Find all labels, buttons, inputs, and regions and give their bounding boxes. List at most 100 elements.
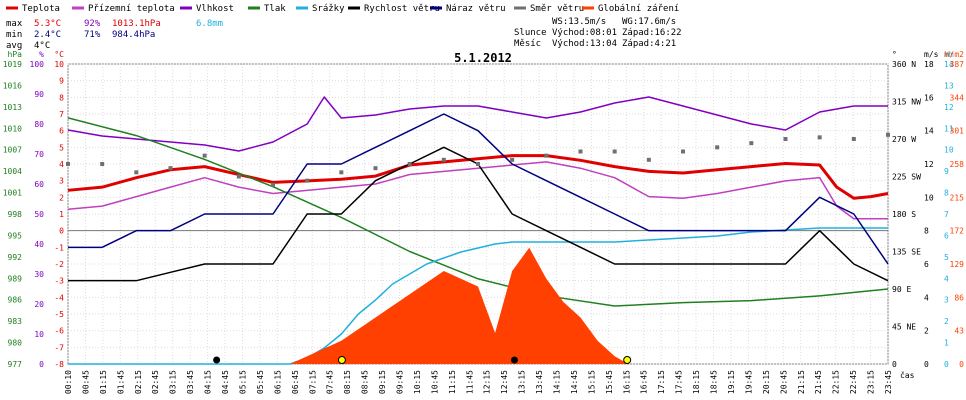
radiation-area bbox=[290, 247, 629, 364]
x-tick-label: 13:15 bbox=[518, 370, 527, 394]
x-tick-label: 20:15 bbox=[762, 370, 771, 394]
axis-hpa-tick: 1016 bbox=[3, 81, 22, 90]
axis-dir-tick: 270 W bbox=[892, 135, 916, 144]
axis-mm-tick: 0 bbox=[944, 360, 949, 369]
x-tick-label: 16:15 bbox=[622, 370, 631, 394]
axis-pct-tick: 100 bbox=[30, 60, 45, 69]
axis-hpa-tick: 989 bbox=[8, 274, 23, 283]
axis-wm2-tick: 215 bbox=[950, 193, 965, 202]
x-axis-ticks: 00:10 00:45 01:15 01:45 02:15 02:45 03:15 03:45… bbox=[64, 370, 915, 394]
axis-ms-tick: 0 bbox=[924, 360, 929, 369]
x-tick-label: 08:15 bbox=[343, 370, 352, 394]
axis-dir-tick: 135 SE bbox=[892, 248, 921, 257]
series-4 bbox=[68, 227, 888, 365]
axis-hpa-tick: 992 bbox=[8, 253, 23, 262]
axis-pct-tick: 70 bbox=[34, 150, 44, 159]
stats-max-press: 1013.1hPa bbox=[112, 19, 161, 29]
axis-mm-tick: 12 bbox=[944, 103, 954, 112]
axis-temp-tick: -4 bbox=[54, 293, 64, 302]
stats-max-rain: 6.8mm bbox=[196, 19, 223, 29]
legend-label: Přízemní teplota bbox=[88, 4, 175, 14]
axis-hpa-label: hPa bbox=[8, 50, 23, 59]
axis-wm2-tick: 301 bbox=[950, 127, 965, 136]
axis-hpa-tick: 1019 bbox=[3, 60, 22, 69]
axis-temp-tick: -8 bbox=[54, 360, 64, 369]
stats-max-temp: 5.3°C bbox=[34, 19, 61, 29]
legend-label: Rychlost větru bbox=[364, 4, 440, 14]
axis-pct-tick: 40 bbox=[34, 240, 44, 249]
axis-temp-tick: 10 bbox=[54, 60, 64, 69]
x-tick-label: 17:15 bbox=[657, 370, 666, 394]
x-tick-label: 13:45 bbox=[535, 370, 544, 394]
wind-dir-point bbox=[510, 157, 515, 162]
info-moon-label: Měsíc bbox=[514, 39, 541, 49]
series-8 bbox=[290, 247, 629, 364]
wind-dir-point bbox=[339, 170, 344, 175]
axis-temp-tick: 8 bbox=[59, 93, 64, 102]
axis-ms-tick: 8 bbox=[924, 227, 929, 236]
chart-title: 5.1.2012 bbox=[454, 51, 512, 65]
axis-temp-tick: 5 bbox=[59, 143, 64, 152]
chart-marks bbox=[66, 96, 890, 365]
axis-ms-tick: 12 bbox=[924, 160, 934, 169]
stats-avg-temp: 4°C bbox=[34, 41, 50, 51]
x-tick-label: 10:15 bbox=[413, 370, 422, 394]
info-ws: WS:13.5m/s bbox=[552, 17, 606, 27]
axis-pct-tick: 90 bbox=[34, 90, 44, 99]
axis-dir-tick: 90 E bbox=[892, 285, 911, 294]
axis-temp-tick: -1 bbox=[54, 243, 64, 252]
axis-ms-tick: 14 bbox=[924, 127, 934, 136]
axis-temp-tick: -6 bbox=[54, 327, 64, 336]
wind-dir-point bbox=[578, 149, 583, 154]
axis-mm-tick: 14 bbox=[944, 60, 954, 69]
axes: hPa1019101610131010100710041001998995992… bbox=[3, 50, 964, 369]
x-tick-label: 15:45 bbox=[605, 370, 614, 394]
x-tick-label: 02:15 bbox=[134, 370, 143, 394]
series-7 bbox=[66, 132, 890, 187]
axis-ms-tick: 10 bbox=[924, 193, 934, 202]
axis-temp-tick: 2 bbox=[59, 193, 64, 202]
wind-dir-point bbox=[817, 135, 822, 140]
axis-pct-tick: 10 bbox=[34, 330, 44, 339]
axis-temp-tick: 3 bbox=[59, 177, 64, 186]
x-tick-label: 01:45 bbox=[116, 370, 125, 394]
axis-mm-tick: 13 bbox=[944, 81, 954, 90]
axis-wm2-label: W/m2 bbox=[945, 50, 964, 59]
sun-marker bbox=[337, 356, 346, 364]
axis-dir-tick: 315 NW bbox=[892, 98, 921, 107]
series-line bbox=[67, 96, 888, 152]
wind-dir-point bbox=[66, 162, 70, 166]
legend-label: Globální záření bbox=[598, 4, 679, 14]
axis-ms-tick: 18 bbox=[924, 60, 934, 69]
x-tick-label: 15:15 bbox=[587, 370, 596, 394]
sun-moon-markers bbox=[213, 356, 632, 364]
x-tick-label: 09:15 bbox=[378, 370, 387, 394]
wind-dir-point bbox=[373, 166, 378, 171]
x-tick-label: 06:45 bbox=[291, 370, 300, 394]
x-tick-label: 19:15 bbox=[727, 370, 736, 394]
axis-mm-tick: 8 bbox=[944, 189, 949, 198]
legend-label: Náraz větru bbox=[446, 4, 506, 14]
axis-mm-tick: 1 bbox=[944, 339, 949, 348]
axis-wm2-tick: 344 bbox=[950, 93, 965, 102]
stats-max-hum: 92% bbox=[84, 19, 101, 29]
axis-dir-tick: 0 bbox=[892, 360, 897, 369]
axis-mm-tick: 9 bbox=[944, 167, 949, 176]
axis-mm-tick: 3 bbox=[944, 296, 949, 305]
wind-dir-point bbox=[886, 132, 890, 137]
x-tick-label: 21:45 bbox=[814, 370, 823, 394]
x-tick-label: 03:15 bbox=[169, 370, 178, 394]
x-axis-label: čas bbox=[900, 370, 915, 380]
axis-ms-tick: 4 bbox=[924, 293, 929, 302]
info-moon-set: Západ:4:21 bbox=[622, 39, 676, 49]
x-tick-label: 14:15 bbox=[553, 370, 562, 394]
x-tick-label: 05:15 bbox=[238, 370, 247, 394]
axis-temp-tick: -7 bbox=[54, 343, 64, 352]
axis-temp-tick: 6 bbox=[59, 127, 64, 136]
x-tick-label: 09:45 bbox=[395, 370, 404, 394]
x-tick-label: 18:45 bbox=[710, 370, 719, 394]
wind-dir-point bbox=[271, 182, 275, 187]
info-sun-rise: Východ:08:01 bbox=[552, 28, 617, 38]
series-2 bbox=[67, 96, 888, 152]
x-tick-label: 00:45 bbox=[81, 370, 90, 394]
